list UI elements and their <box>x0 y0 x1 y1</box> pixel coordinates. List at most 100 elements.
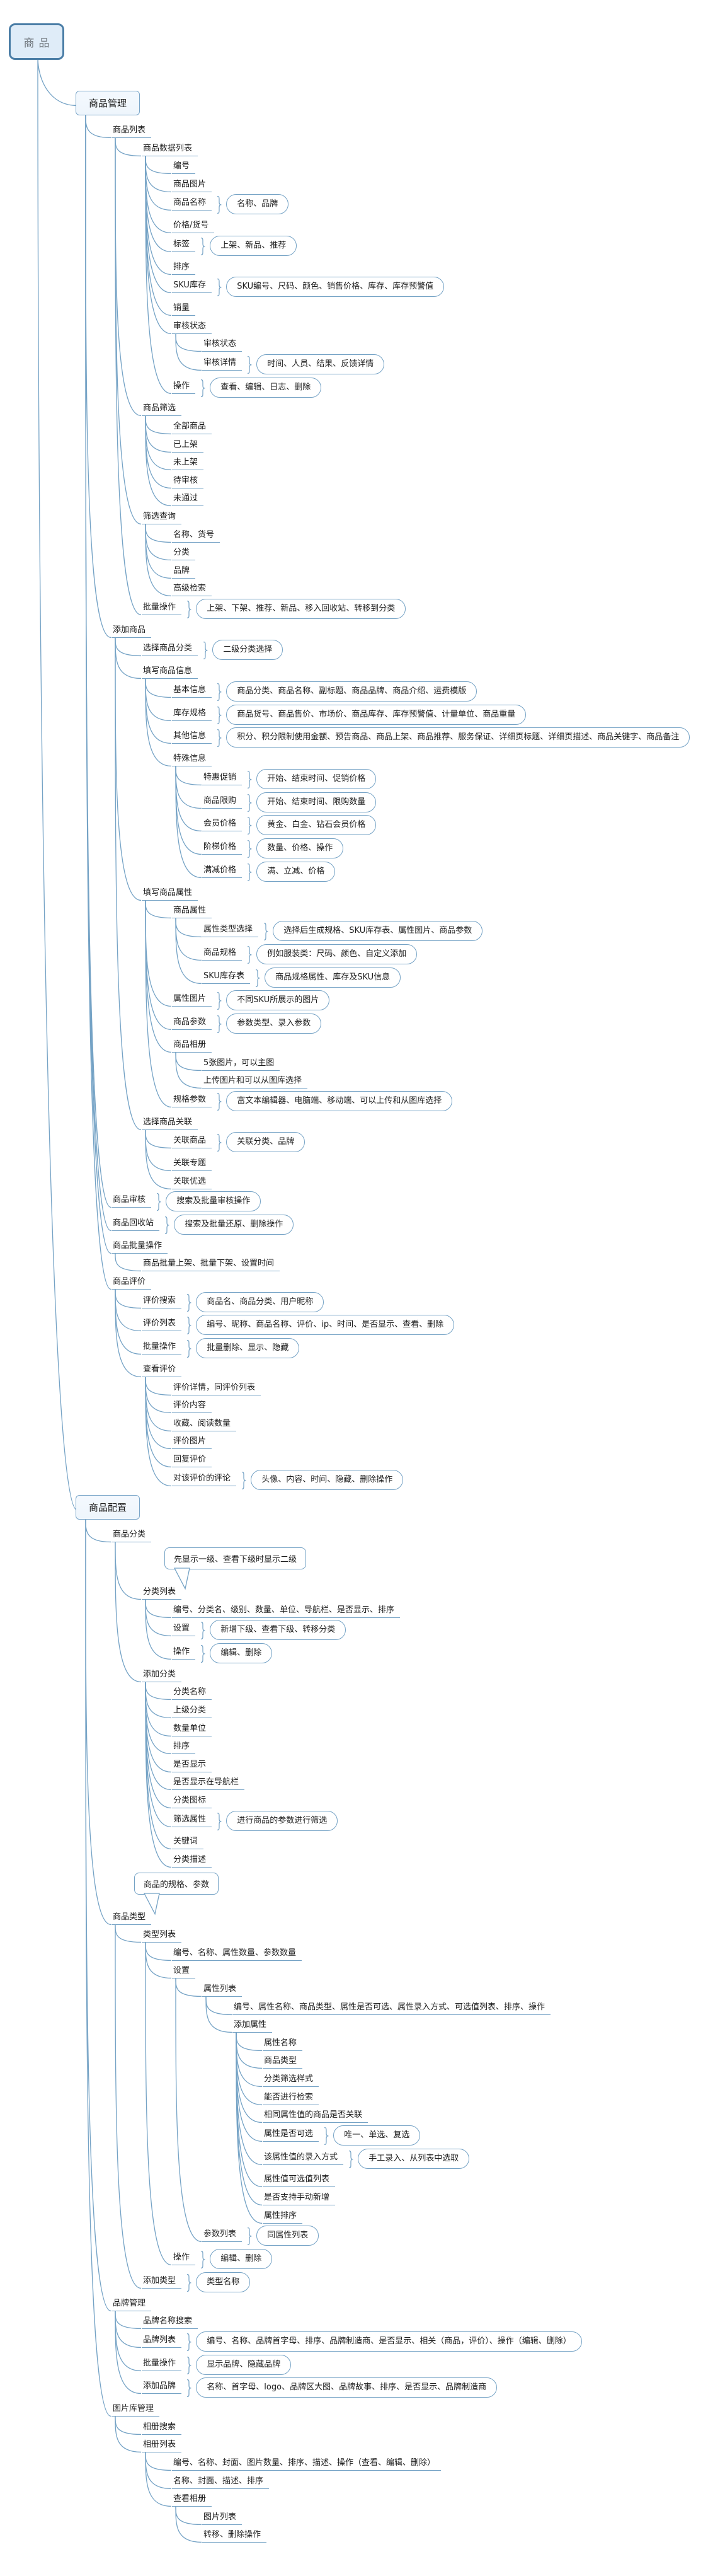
subtopic-label[interactable]: 特殊信息 <box>172 754 212 767</box>
subtopic-label[interactable]: 筛选查询 <box>142 512 182 525</box>
subtopic-label[interactable]: 商品参数 <box>172 1017 212 1031</box>
detail-pill[interactable]: 开始、结束时间、促销价格 <box>256 769 377 789</box>
detail-pill[interactable]: 编辑、删除 <box>210 2249 273 2269</box>
subtopic-label[interactable]: 商品类型 <box>111 1912 152 1926</box>
subtopic-label[interactable]: 选择商品关联 <box>142 1118 198 1131</box>
subtopic-label[interactable]: 待审核 <box>172 476 204 489</box>
subtopic-label[interactable]: 相册搜索 <box>142 2422 182 2435</box>
subtopic-label[interactable]: 评价内容 <box>172 1401 212 1414</box>
subtopic-label[interactable]: 名称、货号 <box>172 530 220 543</box>
subtopic-label[interactable]: 批量操作 <box>142 2359 182 2372</box>
subtopic-label[interactable]: 品牌 <box>172 566 196 579</box>
subtopic-label[interactable]: 属性值可选值列表 <box>263 2175 336 2188</box>
detail-pill[interactable]: 查看、编辑、日志、删除 <box>210 378 322 398</box>
subtopic-label[interactable]: SKU库存 <box>172 280 212 294</box>
detail-pill[interactable]: 批量删除、显示、隐藏 <box>196 1338 300 1358</box>
subtopic-label[interactable]: 分类列表 <box>142 1587 182 1600</box>
detail-pill[interactable]: 商品货号、商品售价、市场价、商品库存、库存预警值、计量单位、商品重量 <box>226 705 527 725</box>
subtopic-label[interactable]: 是否支持手动新增 <box>263 2193 336 2206</box>
detail-pill[interactable]: 编号、昵称、商品名称、评价、ip、时间、是否显示、查看、删除 <box>196 1315 455 1335</box>
subtopic-label[interactable]: 上级分类 <box>172 1706 212 1719</box>
subtopic-label[interactable]: 名称、封面、描述、排序 <box>172 2476 270 2490</box>
main-topic[interactable]: 商品管理 <box>76 91 140 115</box>
subtopic-label[interactable]: 商品图片 <box>172 180 212 193</box>
subtopic-label[interactable]: 分类描述 <box>172 1855 212 1868</box>
detail-pill[interactable]: 商品分类、商品名称、副标题、商品品牌、商品介绍、运费模版 <box>226 681 477 702</box>
subtopic-label[interactable]: 标签 <box>172 240 196 253</box>
subtopic-label[interactable]: 特惠促销 <box>202 773 243 786</box>
subtopic-label[interactable]: 排序 <box>172 262 196 275</box>
subtopic-label[interactable]: 评价列表 <box>142 1319 182 1332</box>
subtopic-label[interactable]: 商品批量上架、批量下架、设置时间 <box>142 1259 280 1272</box>
subtopic-label[interactable]: 库存规格 <box>172 708 212 722</box>
subtopic-label[interactable]: 排序 <box>172 1741 196 1755</box>
subtopic-label[interactable]: 商品相册 <box>172 1040 212 1053</box>
subtopic-label[interactable]: 属性列表 <box>202 1984 243 1997</box>
subtopic-label[interactable]: 规格参数 <box>172 1095 212 1108</box>
detail-pill[interactable]: 数量、价格、操作 <box>256 838 344 858</box>
detail-pill[interactable]: 不同SKU所展示的图片 <box>226 990 330 1010</box>
subtopic-label[interactable]: 收藏、阅读数量 <box>172 1419 237 1432</box>
subtopic-label[interactable]: 商品批量操作 <box>111 1241 168 1254</box>
subtopic-label[interactable]: 会员价格 <box>202 819 243 832</box>
subtopic-label[interactable]: 设置 <box>172 1966 196 1979</box>
subtopic-label[interactable]: 5张图片，可以主图 <box>202 1058 280 1071</box>
detail-pill[interactable]: 例如服装类：尺码、颜色、自定义添加 <box>256 944 418 964</box>
subtopic-label[interactable]: 编号 <box>172 161 196 175</box>
subtopic-label[interactable]: 品牌管理 <box>111 2299 152 2312</box>
subtopic-label[interactable]: 基本信息 <box>172 685 212 698</box>
subtopic-label[interactable]: 数量单位 <box>172 1724 212 1737</box>
detail-pill[interactable]: 编号、名称、品牌首字母、排序、品牌制造商、是否显示、相关（商品，评价）、操作（编… <box>196 2331 582 2352</box>
subtopic-label[interactable]: 品牌名称搜索 <box>142 2316 198 2330</box>
subtopic-label[interactable]: 商品限购 <box>202 796 243 809</box>
subtopic-label[interactable]: 商品审核 <box>111 1195 152 1208</box>
subtopic-label[interactable]: 商品类型 <box>263 2056 303 2069</box>
subtopic-label[interactable]: 商品属性 <box>172 906 212 919</box>
detail-pill[interactable]: 开始、结束时间、限购数量 <box>256 792 377 812</box>
subtopic-label[interactable]: 编号、属性名称、商品类型、属性是否可选、属性录入方式、可选值列表、排序、操作 <box>232 2002 551 2016</box>
detail-pill[interactable]: 名称、品牌 <box>226 194 289 214</box>
subtopic-label[interactable]: 已上架 <box>172 440 204 453</box>
subtopic-label[interactable]: 填写商品信息 <box>142 666 198 679</box>
subtopic-label[interactable]: 选择商品分类 <box>142 644 198 657</box>
subtopic-label[interactable]: 设置 <box>172 1624 196 1637</box>
subtopic-label[interactable]: 添加品牌 <box>142 2381 182 2394</box>
subtopic-label[interactable]: 商品分类 <box>111 1530 152 1543</box>
subtopic-label[interactable]: 相同属性值的商品是否关联 <box>263 2110 368 2123</box>
subtopic-label[interactable]: 查看评价 <box>142 1365 182 1378</box>
subtopic-label[interactable]: 批量操作 <box>142 1342 182 1355</box>
subtopic-label[interactable]: 商品规格 <box>202 948 243 961</box>
subtopic-label[interactable]: 属性排序 <box>263 2211 303 2224</box>
detail-pill[interactable]: 手工录入、从列表中选取 <box>358 2149 470 2169</box>
subtopic-label[interactable]: 相册列表 <box>142 2440 182 2453</box>
subtopic-label[interactable]: 操作 <box>172 2253 196 2266</box>
subtopic-label[interactable]: 对该评价的评论 <box>172 1474 237 1487</box>
subtopic-label[interactable]: 属性类型选择 <box>202 925 259 938</box>
detail-pill[interactable]: 商品名、商品分类、用户昵称 <box>196 1292 324 1312</box>
detail-pill[interactable]: 头像、内容、时间、隐藏、删除操作 <box>251 1470 404 1490</box>
detail-pill[interactable]: 名称、首字母、logo、品牌区大图、品牌故事、排序、是否显示、品牌制造商 <box>196 2377 498 2398</box>
subtopic-label[interactable]: 图片列表 <box>202 2512 243 2526</box>
subtopic-label[interactable]: 其他信息 <box>172 731 212 744</box>
subtopic-label[interactable]: 未通过 <box>172 494 204 507</box>
subtopic-label[interactable]: 品牌列表 <box>142 2335 182 2348</box>
subtopic-label[interactable]: 属性名称 <box>263 2038 303 2052</box>
subtopic-label[interactable]: SKU库存表 <box>202 971 250 985</box>
subtopic-label[interactable]: 商品筛选 <box>142 403 182 417</box>
subtopic-label[interactable]: 属性是否可选 <box>263 2129 319 2142</box>
subtopic-label[interactable]: 能否进行检索 <box>263 2093 319 2106</box>
subtopic-label[interactable]: 商品列表 <box>111 125 152 139</box>
subtopic-label[interactable]: 未上架 <box>172 458 204 471</box>
subtopic-label[interactable]: 全部商品 <box>172 422 212 435</box>
detail-pill[interactable]: 搜索及批量审核操作 <box>166 1191 261 1211</box>
detail-pill[interactable]: 满、立减、价格 <box>256 862 336 882</box>
detail-pill[interactable]: 二级分类选择 <box>212 640 283 660</box>
detail-pill[interactable]: 类型名称 <box>196 2272 251 2292</box>
subtopic-label[interactable]: 审核状态 <box>172 321 212 335</box>
subtopic-label[interactable]: 分类筛选样式 <box>263 2074 319 2088</box>
detail-pill[interactable]: 上架、新品、推荐 <box>210 236 297 256</box>
detail-pill[interactable]: 唯一、单选、复选 <box>333 2125 421 2146</box>
subtopic-label[interactable]: 分类图标 <box>172 1796 212 1809</box>
subtopic-label[interactable]: 回复评价 <box>172 1455 212 1468</box>
detail-pill[interactable]: 显示品牌、隐藏品牌 <box>196 2355 292 2375</box>
